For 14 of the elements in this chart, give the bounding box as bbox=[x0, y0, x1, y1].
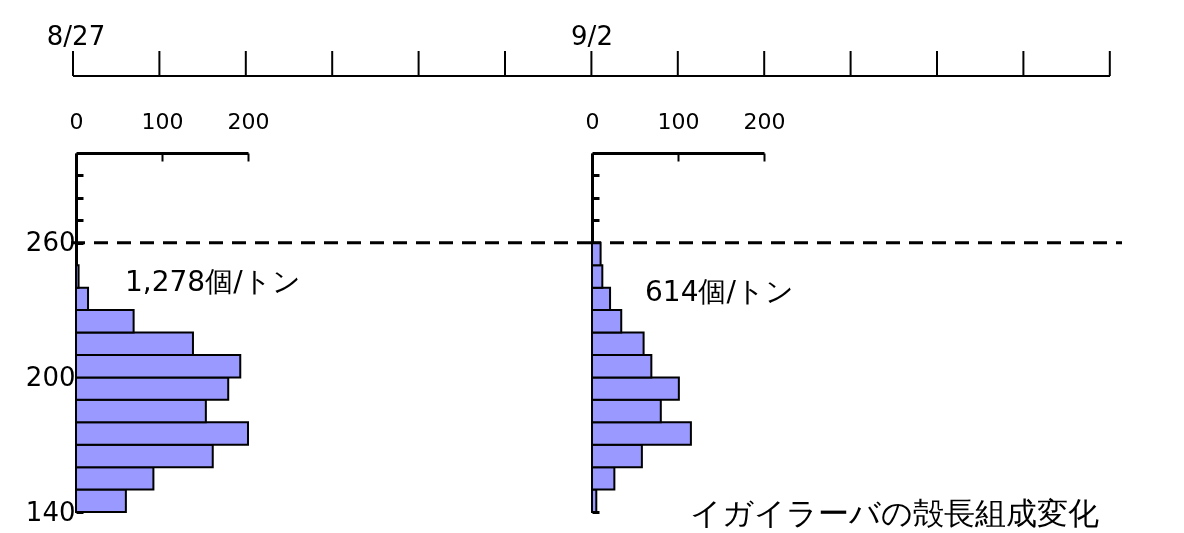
x-tick-label: 200 bbox=[227, 108, 270, 134]
annotation: 614個/トン bbox=[645, 275, 794, 308]
x-tick-label: 100 bbox=[141, 108, 184, 134]
x-tick-label: 0 bbox=[585, 108, 600, 134]
chart-title: 9/2 bbox=[571, 21, 613, 51]
annotation: 1,278個/トン bbox=[125, 265, 301, 298]
x-tick-label: 200 bbox=[743, 108, 786, 134]
y-tick-label: 260 bbox=[25, 227, 76, 258]
x-tick-label: 100 bbox=[657, 108, 700, 134]
y-tick-label: 140 bbox=[25, 496, 76, 527]
x-tick-label: 0 bbox=[69, 108, 84, 134]
chart-title: 8/27 bbox=[46, 21, 106, 51]
y-tick-label: 200 bbox=[25, 361, 76, 392]
annotation: イガイラーバの殻長組成変化 bbox=[690, 495, 1099, 531]
